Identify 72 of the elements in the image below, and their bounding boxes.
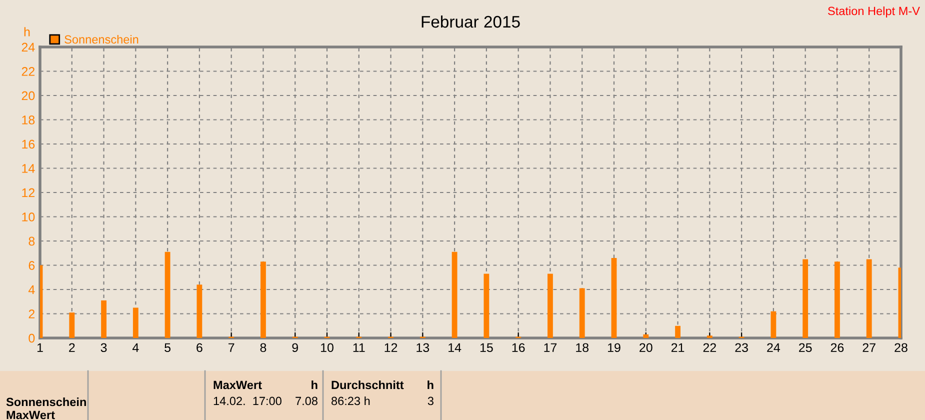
y-tick-label: 24 xyxy=(22,42,35,52)
y-tick-label: 6 xyxy=(28,261,35,270)
text: h xyxy=(312,380,318,390)
text: 14.02. 17:00 xyxy=(214,396,282,406)
x-tick-label: 22 xyxy=(703,343,716,352)
x-tick-label: 25 xyxy=(799,343,812,352)
y-tick-label: 14 xyxy=(22,164,35,173)
text: Durchschnitt xyxy=(332,380,404,390)
x-tick-label: 20 xyxy=(640,343,652,352)
y-tick-label: 4 xyxy=(28,285,35,294)
text: Sonnenschein xyxy=(6,397,86,406)
x-tick-label: 7 xyxy=(228,343,234,352)
y-tick-label: 10 xyxy=(22,212,35,222)
x-tick-label: 12 xyxy=(384,343,398,352)
bar xyxy=(260,262,266,338)
bar xyxy=(196,284,202,338)
bar xyxy=(866,259,872,338)
y-tick-label: 22 xyxy=(22,67,35,76)
bar xyxy=(548,274,553,338)
bar xyxy=(69,312,75,338)
x-tick-label: 18 xyxy=(576,343,589,352)
y-tick-label: 0 xyxy=(28,334,35,343)
x-tick-label: 27 xyxy=(862,343,876,352)
x-tick-label: 9 xyxy=(292,343,298,352)
x-tick-label: 28 xyxy=(894,343,908,352)
bar xyxy=(484,274,490,338)
x-tick-label: 26 xyxy=(830,343,844,352)
x-tick-label: 11 xyxy=(353,343,365,352)
y-tick-label: 20 xyxy=(22,91,35,100)
text: MaxWert xyxy=(6,410,55,420)
x-tick-label: 13 xyxy=(416,343,430,352)
bar xyxy=(834,262,840,338)
x-tick-label: 15 xyxy=(480,343,493,352)
x-tick-label: 21 xyxy=(671,343,684,352)
x-tick-label: 3 xyxy=(100,343,107,352)
y-tick-label: 18 xyxy=(22,116,35,124)
y-tick-label: 12 xyxy=(22,188,35,198)
x-tick-label: 23 xyxy=(735,343,748,352)
bar xyxy=(164,252,170,338)
x-tick-label: 24 xyxy=(767,343,780,352)
bar xyxy=(770,311,776,338)
x-tick-label: 6 xyxy=(196,343,202,352)
x-tick-label: 10 xyxy=(321,343,334,352)
text: 7.08 xyxy=(296,396,318,406)
bar xyxy=(611,258,617,338)
x-tick-label: 2 xyxy=(69,343,75,352)
x-tick-label: 17 xyxy=(544,343,557,352)
text: 86:23 h xyxy=(332,396,370,406)
x-tick-label: 14 xyxy=(448,343,462,352)
bar xyxy=(802,259,808,338)
y-tick-label: 8 xyxy=(28,236,35,246)
y-tick-label: 2 xyxy=(28,310,35,318)
x-tick-label: 5 xyxy=(164,343,171,352)
bar xyxy=(579,288,585,338)
text: h xyxy=(428,380,434,390)
bar xyxy=(452,252,458,338)
chart-title: Februar 2015 xyxy=(422,15,520,28)
bar xyxy=(643,334,649,338)
y-tick-label: 16 xyxy=(22,140,35,149)
x-tick-label: 4 xyxy=(132,343,139,352)
legend-label: Sonnenschein xyxy=(64,34,138,44)
bar xyxy=(675,326,680,338)
bar xyxy=(101,300,106,338)
text: 3 xyxy=(428,396,434,406)
text: MaxWert xyxy=(214,380,262,390)
x-tick-label: 1 xyxy=(37,343,43,352)
text: Station Helpt M-V xyxy=(828,6,920,18)
x-tick-label: 19 xyxy=(608,343,620,352)
x-tick-label: 8 xyxy=(260,343,266,352)
bar xyxy=(132,308,138,338)
y-axis-title: h xyxy=(24,27,30,36)
x-tick-label: 16 xyxy=(512,343,525,352)
